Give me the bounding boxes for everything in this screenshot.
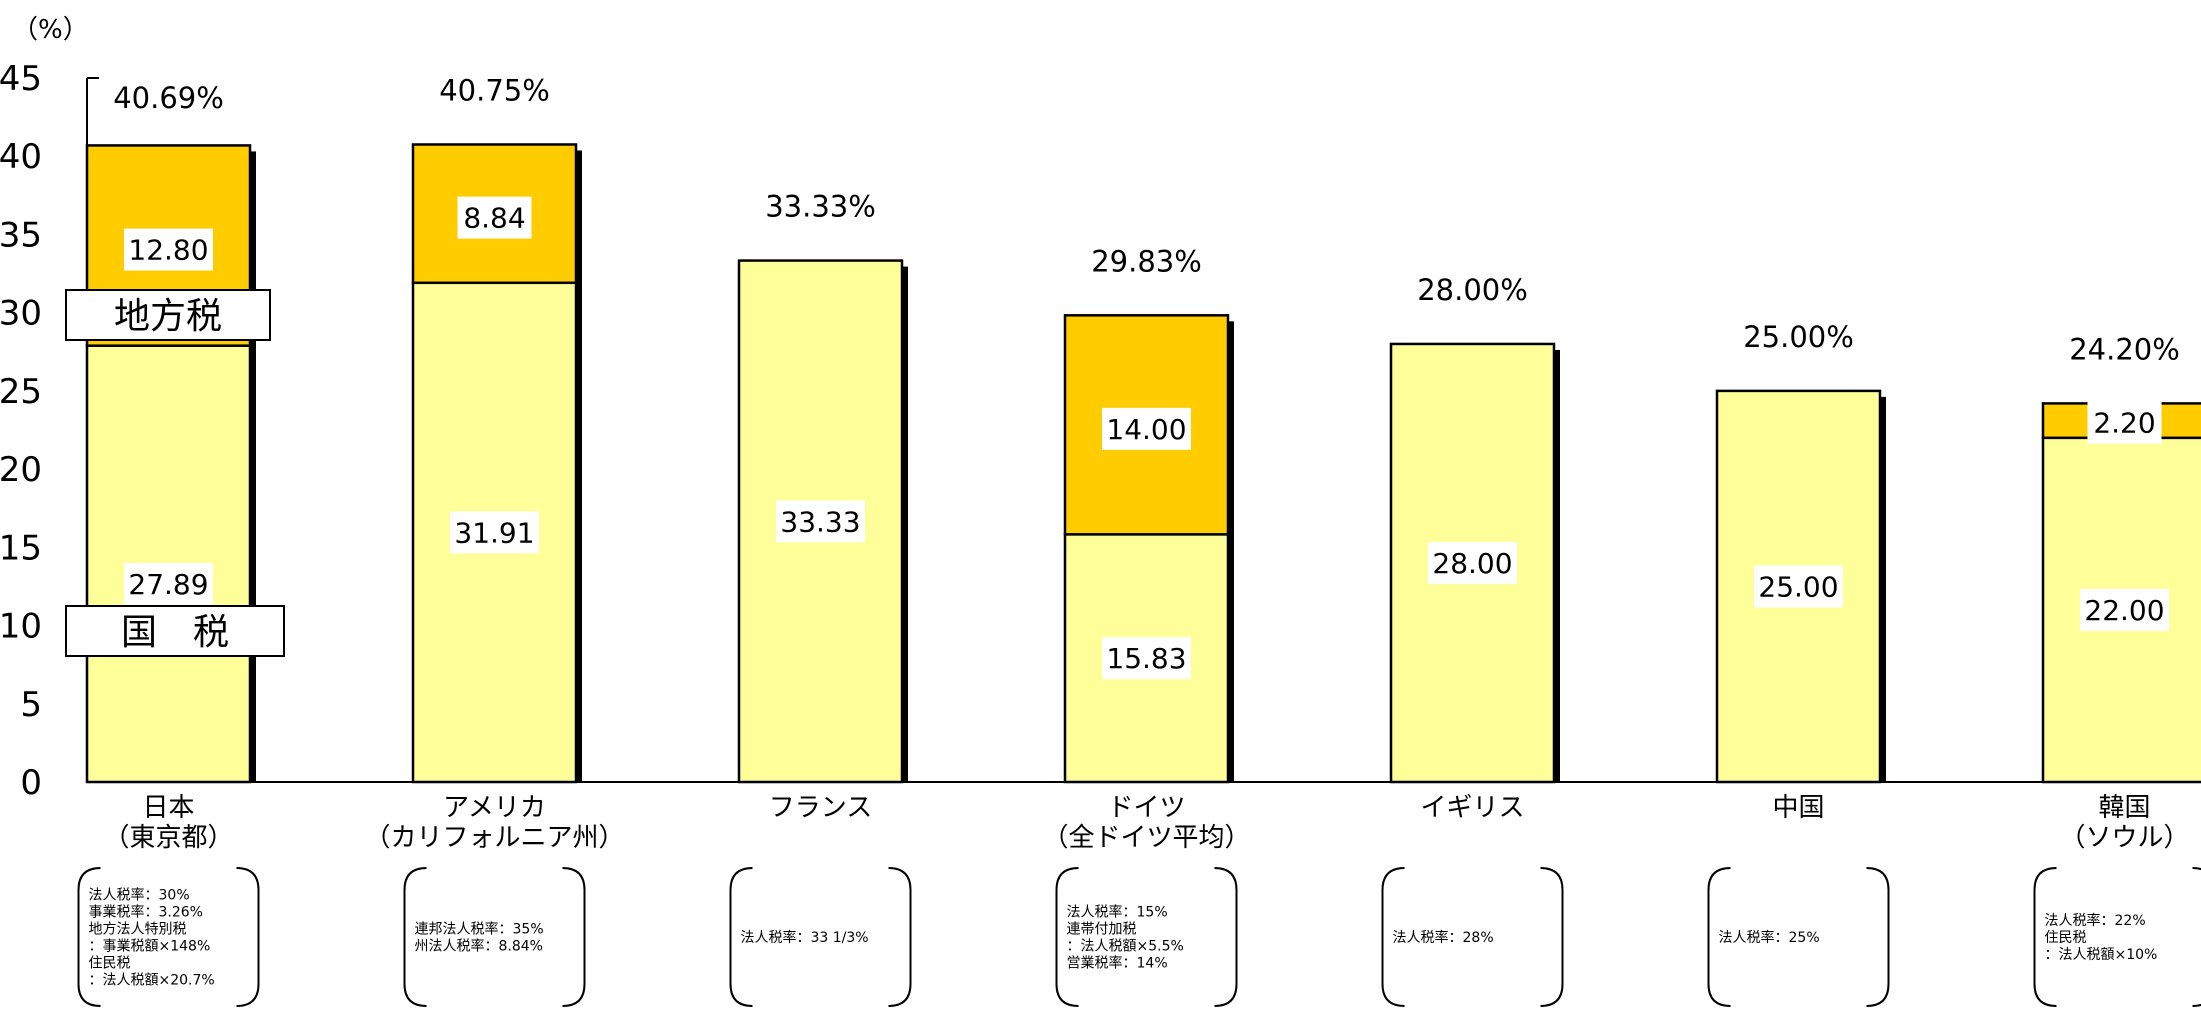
note-bracket-left	[77, 867, 101, 1007]
value-label-local: 12.80	[128, 234, 208, 267]
total-label: 28.00%	[1417, 273, 1528, 307]
value-label-national-bg	[124, 562, 213, 605]
y-unit-label: （%）	[12, 15, 89, 45]
note-line: 法人税率：33 1/3%	[741, 929, 869, 946]
value-label-local: 14.00	[1106, 413, 1186, 446]
value-label-local: 2.20	[2093, 407, 2155, 440]
category-sublabel: （カリフォルニア州）	[364, 823, 624, 853]
category-label: 日本	[142, 793, 194, 823]
note-bracket-right	[236, 867, 260, 1007]
y-tick-label: 45	[0, 59, 42, 99]
note-line: 州法人税率：8.84%	[415, 938, 543, 955]
y-tick-label: 20	[0, 450, 42, 490]
y-tick-label: 40	[0, 137, 42, 177]
value-label-national: 33.33	[780, 505, 860, 538]
note-line: ：事業税額×148%	[89, 939, 211, 955]
value-label-national: 25.00	[1758, 570, 1838, 603]
category-label: アメリカ	[443, 793, 546, 823]
total-label: 24.20%	[2069, 332, 2180, 366]
category-sublabel: （全ドイツ平均）	[1042, 823, 1250, 853]
note-line: 連邦法人税率：35%	[415, 921, 544, 938]
series-callout-label: 地方税	[114, 296, 222, 337]
note-line: 法人税率：15%	[1067, 904, 1168, 921]
total-label: 40.69%	[113, 81, 224, 115]
note-bracket-right	[1540, 867, 1564, 1007]
note-bracket-left	[1707, 867, 1731, 1007]
y-tick-label: 35	[0, 215, 42, 255]
bar-local-tax	[411, 143, 578, 285]
note-line: 住民税	[2045, 930, 2087, 946]
value-label-national: 15.83	[1106, 642, 1186, 675]
value-label-national: 28.00	[1432, 547, 1512, 580]
value-label-national-bg	[1754, 565, 1843, 608]
bars-layer: 27.89 12.80 40.69% 31.91 8.84 40.75% 33.33 33.3…	[85, 73, 2201, 784]
value-label-national: 22.00	[2084, 594, 2164, 627]
category-label: 韓国	[2098, 793, 2150, 823]
value-label-national-bg	[450, 511, 539, 554]
category-label: 中国	[1772, 793, 1824, 823]
value-label-national-bg	[776, 500, 865, 543]
category-sublabel: （東京都）	[103, 823, 233, 853]
series-callout-box	[65, 289, 271, 341]
note-line: 法人税率：25%	[1719, 929, 1820, 946]
note-line: 法人税率：30%	[89, 887, 190, 904]
note-line: 住民税	[89, 956, 131, 972]
note-bracket-right	[888, 867, 912, 1007]
value-label-national-bg	[2080, 588, 2169, 631]
total-label: 40.75%	[439, 73, 550, 107]
y-tick-label: 5	[20, 685, 42, 725]
value-label-local: 8.84	[463, 202, 525, 235]
note-bracket-right	[1214, 867, 1238, 1007]
note-line: 連帯付加税	[1067, 922, 1137, 938]
category-label: イギリス	[1420, 793, 1524, 823]
note-line: ：法人税額×10%	[2045, 947, 2158, 963]
value-label-local-bg	[2087, 401, 2162, 444]
note-bracket-left	[729, 867, 753, 1007]
note-line: 地方法人特別税	[89, 922, 187, 938]
note-line: ：法人税額×20.7%	[89, 973, 215, 989]
total-label: 25.00%	[1743, 320, 1854, 354]
y-tick-label: 15	[0, 528, 42, 568]
note-line: 事業税率：3.26%	[89, 904, 203, 921]
y-tick-label: 30	[0, 294, 42, 334]
category-label: ドイツ	[1107, 793, 1185, 823]
total-label: 29.83%	[1091, 244, 1202, 278]
note-line: 法人税率：22%	[2045, 912, 2146, 929]
note-boxes: 法人税率：30%事業税率：3.26%地方法人特別税：事業税額×148%住民税：法…	[77, 867, 2201, 1007]
series-callout-box	[65, 605, 285, 657]
note-bracket-right	[562, 867, 586, 1007]
value-label-local-bg	[457, 196, 532, 239]
value-label-local-bg	[1102, 407, 1191, 450]
value-label-national-bg	[1102, 637, 1191, 680]
y-tick-label: 25	[0, 372, 42, 412]
note-line: 営業税率：14%	[1067, 955, 1168, 972]
total-label: 33.33%	[765, 190, 876, 224]
y-tick-label: 0	[20, 763, 42, 803]
value-label-national-bg	[1428, 541, 1517, 584]
note-bracket-left	[1055, 867, 1079, 1007]
series-callout-label: 国 税	[121, 612, 229, 653]
category-sublabel: （ソウル）	[2059, 823, 2189, 853]
note-bracket-right	[1866, 867, 1890, 1007]
y-tick-label: 10	[0, 607, 42, 647]
note-bracket-right	[2192, 867, 2201, 1007]
value-label-national: 27.89	[128, 568, 208, 601]
value-label-local-bg	[124, 228, 213, 271]
note-bracket-left	[403, 867, 427, 1007]
note-bracket-left	[1381, 867, 1405, 1007]
note-line: ：法人税額×5.5%	[1067, 939, 1184, 955]
x-axis-labels: 日本（東京都） アメリカ（カリフォルニア州） フランス ドイツ（全ドイツ平均） イギリス…	[103, 793, 2189, 853]
value-label-national: 31.91	[454, 516, 534, 549]
category-label: フランス	[769, 793, 872, 823]
note-line: 法人税率：28%	[1393, 929, 1494, 946]
note-bracket-left	[2033, 867, 2057, 1007]
